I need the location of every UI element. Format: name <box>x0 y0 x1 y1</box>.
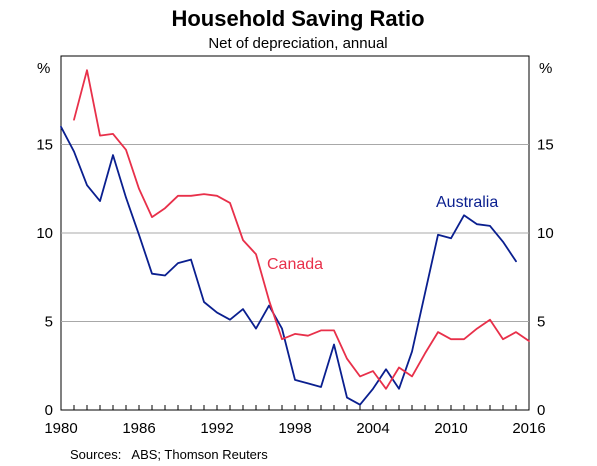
source-note: Sources: ABS; Thomson Reuters <box>70 447 268 462</box>
y-tick-label-left: 0 <box>45 402 53 419</box>
x-tick-label: 1992 <box>200 420 233 437</box>
x-tick-marks <box>73 405 517 410</box>
series-line-canada <box>73 69 530 390</box>
series-line-australia <box>60 125 517 406</box>
x-tick-label: 1986 <box>122 420 155 437</box>
series-label-australia: Australia <box>436 194 498 211</box>
tick-labels: 0 0 5 5 10 10 15 15 1980 1986 1992 1998 2004 2010 2016 <box>36 137 553 438</box>
gridlines <box>61 144 529 322</box>
y-tick-label-left: 15 <box>36 137 53 154</box>
x-tick-label: 2004 <box>356 420 389 437</box>
series-label-canada: Canada <box>267 256 323 273</box>
y-tick-label-left: 10 <box>36 225 53 242</box>
y-axis-unit-right: % <box>539 60 552 77</box>
x-tick-label: 2016 <box>512 420 545 437</box>
series-group <box>60 69 530 406</box>
y-tick-label-right: 0 <box>537 402 545 419</box>
y-tick-label-right: 5 <box>537 314 545 331</box>
chart-title: Household Saving Ratio <box>171 6 424 31</box>
x-tick-label: 1980 <box>44 420 77 437</box>
x-tick-label: 2010 <box>434 420 467 437</box>
y-axis-unit-left: % <box>37 60 50 77</box>
y-tick-label-left: 5 <box>45 314 53 331</box>
y-tick-label-right: 10 <box>537 225 554 242</box>
x-tick-label: 1998 <box>278 420 311 437</box>
y-tick-label-right: 15 <box>537 137 554 154</box>
chart-subtitle: Net of depreciation, annual <box>208 35 387 52</box>
